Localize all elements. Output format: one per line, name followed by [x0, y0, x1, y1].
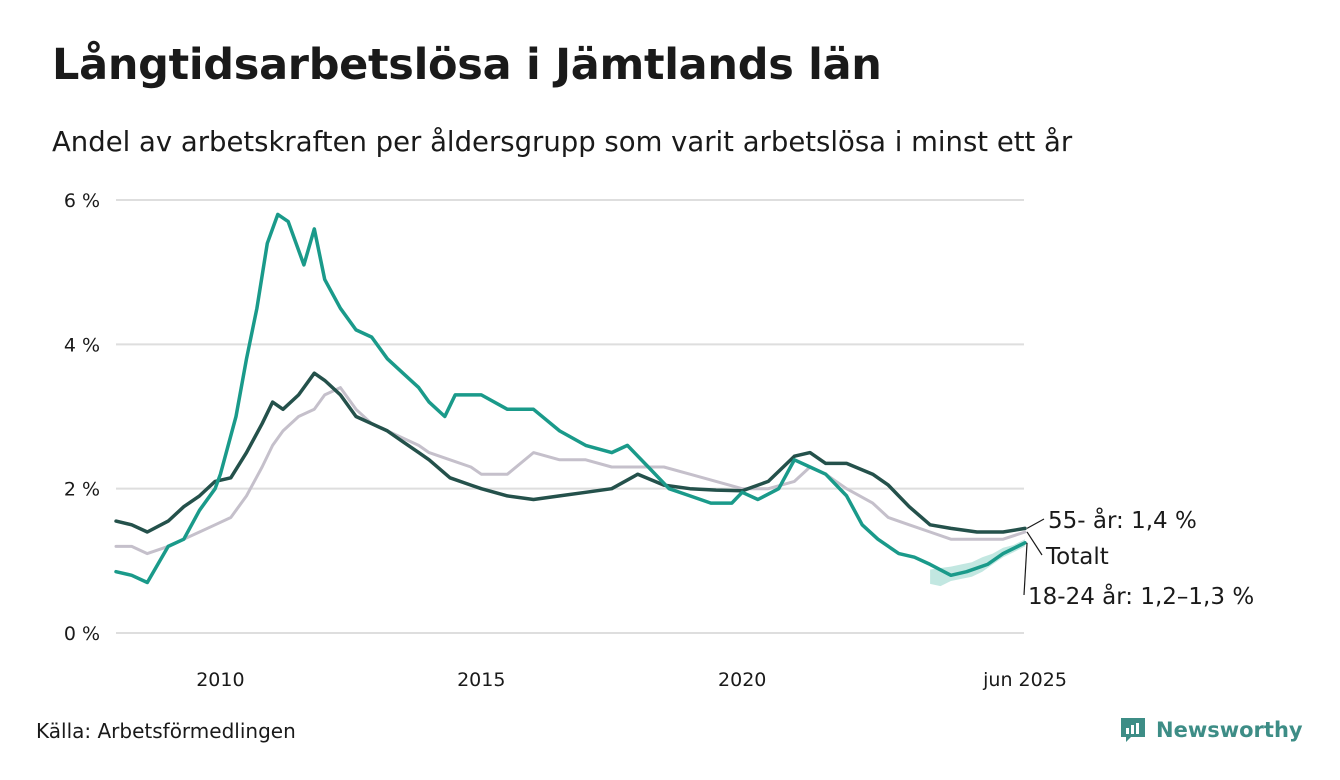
line-chart: Totalt 55- år: 1,4 % 18-24 år: 1,2–1,3 % 0… [64, 190, 1254, 691]
y-tick-label: 2 % [64, 479, 100, 501]
y-tick-label: 6 % [64, 190, 100, 212]
gridlines [116, 199, 1024, 634]
label-connector-total [1026, 531, 1043, 556]
series-lines [114, 212, 1027, 585]
source-note: Källa: Arbetsförmedlingen [36, 719, 296, 743]
y-tick-label: 4 % [64, 334, 100, 356]
label-connector-age55 [1026, 518, 1045, 529]
x-tick-label: 2015 [457, 669, 505, 691]
chart-title: Långtidsarbetslösa i Jämtlands län [52, 40, 882, 90]
uncertainty-band-layer [930, 539, 1025, 587]
brand-name: Newsworthy [1156, 718, 1303, 742]
end-label-age55: 55- år: 1,4 % [1048, 506, 1197, 534]
y-tick-label: 0 % [64, 623, 100, 645]
end-labels: Totalt 55- år: 1,4 % 18-24 år: 1,2–1,3 % [1023, 506, 1254, 610]
series-line-age18_24 [114, 212, 1027, 585]
end-label-total: Totalt [1045, 544, 1109, 570]
series-line-total [114, 386, 1027, 556]
axis-ticks: 0 % 2 % 4 % 6 % 2010 2015 2020 jun 2025 [64, 190, 1067, 691]
x-tick-label: 2020 [718, 669, 766, 691]
uncertainty-band [930, 539, 1025, 587]
x-tick-label: jun 2025 [982, 669, 1067, 691]
series-line-age55 [114, 371, 1027, 534]
newsworthy-logo-icon [1121, 718, 1145, 742]
chart-subtitle: Andel av arbetskraften per åldersgrupp s… [52, 126, 1073, 158]
end-label-age18_24: 18-24 år: 1,2–1,3 % [1028, 582, 1254, 610]
label-connector-age18_24 [1023, 542, 1028, 596]
brand-logo: Newsworthy [1118, 715, 1303, 745]
x-tick-label: 2010 [196, 669, 244, 691]
